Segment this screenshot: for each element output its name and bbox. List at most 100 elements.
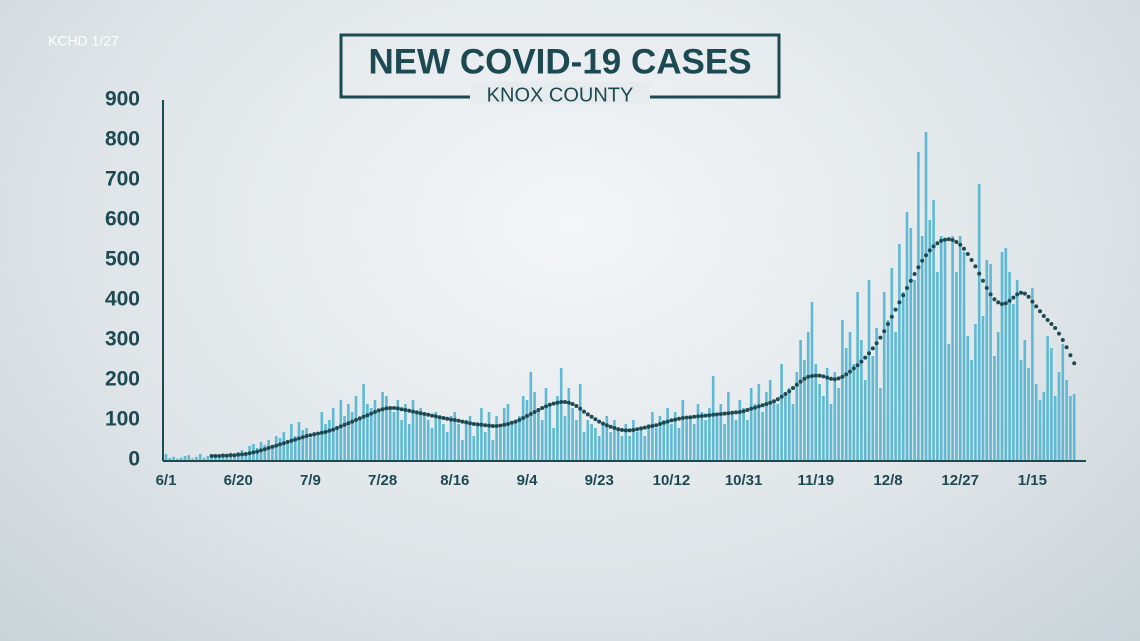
average-dot <box>555 400 560 405</box>
bar <box>533 392 536 460</box>
bar <box>704 420 707 460</box>
average-dot <box>958 242 963 247</box>
average-dot <box>802 376 807 381</box>
bar <box>214 456 217 460</box>
average-dot <box>939 238 944 243</box>
bar <box>787 388 791 460</box>
average-dot <box>243 452 248 456</box>
average-dot <box>623 428 628 433</box>
average-dot <box>658 422 662 426</box>
average-dot <box>840 374 845 379</box>
bar <box>825 368 829 460</box>
average-dot <box>1022 291 1027 296</box>
average-dot <box>475 422 480 427</box>
bar <box>654 428 658 460</box>
average-dot <box>878 335 883 340</box>
average-dot <box>521 416 526 420</box>
bar <box>939 236 943 460</box>
average-dot <box>262 447 267 452</box>
bar <box>943 240 947 460</box>
y-tick-label: 100 <box>105 408 140 431</box>
average-dot <box>817 373 822 378</box>
bar <box>369 408 373 460</box>
bar <box>1072 394 1076 460</box>
average-dot <box>635 427 640 432</box>
average-dot <box>897 300 902 305</box>
average-dot <box>1000 302 1004 306</box>
average-dot <box>1060 338 1065 342</box>
average-dot <box>384 406 389 411</box>
average-dot <box>346 421 351 426</box>
bar <box>928 220 932 460</box>
average-dot <box>601 421 605 426</box>
average-dot <box>460 419 465 424</box>
bar <box>658 416 662 460</box>
average-dot <box>403 408 408 412</box>
average-dot <box>582 409 586 414</box>
average-dot <box>905 286 909 290</box>
average-dot <box>863 355 868 360</box>
average-dot <box>517 418 522 422</box>
bar <box>590 424 593 460</box>
bar <box>172 456 175 460</box>
average-dot <box>312 432 317 437</box>
average-dot <box>251 450 256 455</box>
bar <box>514 420 517 460</box>
average-dot <box>589 414 594 419</box>
bar <box>438 416 441 460</box>
average-dot <box>768 400 773 405</box>
x-tick-label: 9/4 <box>517 472 539 489</box>
bar <box>274 436 278 460</box>
y-tick-label: 400 <box>105 288 140 311</box>
bar <box>537 408 540 460</box>
bar <box>461 440 464 460</box>
average-dot <box>851 366 856 371</box>
average-dot <box>886 322 890 326</box>
average-dot <box>452 418 457 422</box>
bar <box>776 404 780 460</box>
average-dot <box>1019 290 1023 295</box>
bar <box>837 388 840 460</box>
bar <box>875 328 878 460</box>
bar <box>1061 344 1065 460</box>
subtitle-backdrop <box>470 82 650 104</box>
average-dot <box>836 376 841 381</box>
x-tick-label: 12/8 <box>873 472 902 489</box>
average-dot <box>791 386 795 390</box>
bar <box>168 458 172 460</box>
x-tick-label: 7/28 <box>368 472 397 489</box>
bar <box>316 436 320 460</box>
average-dot <box>350 419 355 424</box>
average-dot <box>540 406 545 410</box>
average-dot <box>832 377 837 382</box>
bar <box>856 292 859 460</box>
average-dot <box>821 374 826 379</box>
average-dot <box>597 419 602 424</box>
x-tick-label: 6/1 <box>156 472 177 489</box>
average-dot <box>426 412 431 417</box>
average-dot <box>669 418 674 423</box>
bar <box>670 424 673 460</box>
average-dot <box>604 423 609 428</box>
average-dot <box>338 424 343 429</box>
average-dot <box>441 416 446 420</box>
average-dot <box>285 440 290 444</box>
average-dot <box>536 408 541 412</box>
bar <box>651 412 654 460</box>
average-dot <box>354 418 358 422</box>
average-dot <box>274 443 279 448</box>
average-dot <box>221 453 225 458</box>
bar <box>746 420 749 460</box>
average-dot <box>806 374 811 379</box>
average-dot <box>893 307 898 312</box>
average-dot <box>813 373 818 378</box>
average-dot <box>259 448 263 453</box>
bar <box>966 336 970 460</box>
bar <box>331 408 335 460</box>
bar <box>206 456 210 460</box>
bar <box>784 396 787 460</box>
bar <box>597 436 601 460</box>
bar <box>863 380 867 460</box>
bar <box>605 416 609 460</box>
average-dot <box>213 454 218 458</box>
